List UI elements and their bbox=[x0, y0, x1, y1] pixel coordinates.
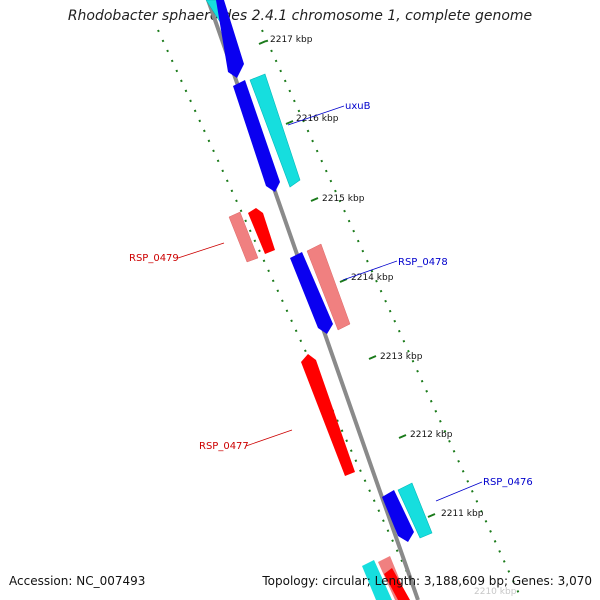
gene-blue-1 bbox=[233, 80, 280, 192]
tick-label-2213: 2213 kbp bbox=[380, 352, 423, 362]
gene-blue-top bbox=[216, 0, 244, 78]
gene-label-rsp0476[interactable]: RSP_0476 bbox=[483, 477, 533, 488]
tick-2215 bbox=[310, 197, 319, 202]
tick-label-2210: 2210 kbp bbox=[474, 587, 517, 597]
tick-label-2214: 2214 kbp bbox=[351, 273, 394, 283]
map-title: Rhodobacter sphaeroides 2.4.1 chromosome… bbox=[67, 8, 533, 24]
tick-2214 bbox=[339, 278, 348, 283]
gene-label-rsp0479[interactable]: RSP_0479 bbox=[129, 253, 179, 264]
gene-label-uxuB[interactable]: uxuB bbox=[345, 101, 371, 112]
leader-uxuB bbox=[287, 105, 345, 126]
tick-label-2211: 2211 kbp bbox=[441, 509, 484, 519]
gene-red-rsp0479 bbox=[248, 208, 275, 254]
accession-text: Accession: NC_007493 bbox=[9, 574, 146, 588]
tick-label-2217: 2217 kbp bbox=[270, 35, 313, 45]
gene-blue-rsp0476 bbox=[382, 490, 414, 542]
gene-blue-rsp0478 bbox=[290, 252, 333, 334]
leader-rsp0479 bbox=[177, 242, 225, 259]
tick-label-2212: 2212 kbp bbox=[410, 430, 453, 440]
leader-rsp0477 bbox=[245, 429, 293, 447]
gene-red-bottom bbox=[384, 568, 410, 600]
gene-labels: uxuB RSP_0479 RSP_0478 RSP_0477 RSP_0476 bbox=[129, 101, 533, 488]
tick-2216 bbox=[285, 120, 294, 125]
tick-2212 bbox=[398, 434, 407, 439]
gene-pink-rsp0478 bbox=[306, 243, 351, 331]
tick-label-2215: 2215 kbp bbox=[322, 194, 365, 204]
tick-marks: 2217 kbp 2216 kbp 2215 kbp 2214 kbp 2213… bbox=[258, 35, 517, 597]
genome-summary-text: Topology: circular; Length: 3,188,609 bp… bbox=[262, 574, 592, 588]
gene-cyan-rsp0476 bbox=[397, 482, 433, 539]
dotted-track-outer bbox=[261, 29, 521, 597]
gene-pink-rsp0479 bbox=[228, 211, 259, 263]
leader-rsp0478 bbox=[342, 260, 398, 281]
gene-red-rsp0477 bbox=[301, 354, 355, 476]
tick-2217 bbox=[258, 40, 267, 45]
gene-features bbox=[205, 0, 433, 600]
gene-cyan-bottom bbox=[362, 560, 392, 600]
gene-label-rsp0478[interactable]: RSP_0478 bbox=[398, 257, 448, 268]
gene-cyan-uxuB bbox=[249, 73, 301, 188]
gene-label-rsp0477[interactable]: RSP_0477 bbox=[199, 441, 249, 452]
label-leaders bbox=[177, 105, 483, 502]
leader-rsp0476 bbox=[435, 481, 483, 502]
tick-2211 bbox=[427, 513, 436, 518]
dotted-track-inner bbox=[157, 29, 419, 597]
tick-label-2216: 2216 kbp bbox=[296, 114, 339, 124]
tick-2213 bbox=[368, 355, 377, 360]
